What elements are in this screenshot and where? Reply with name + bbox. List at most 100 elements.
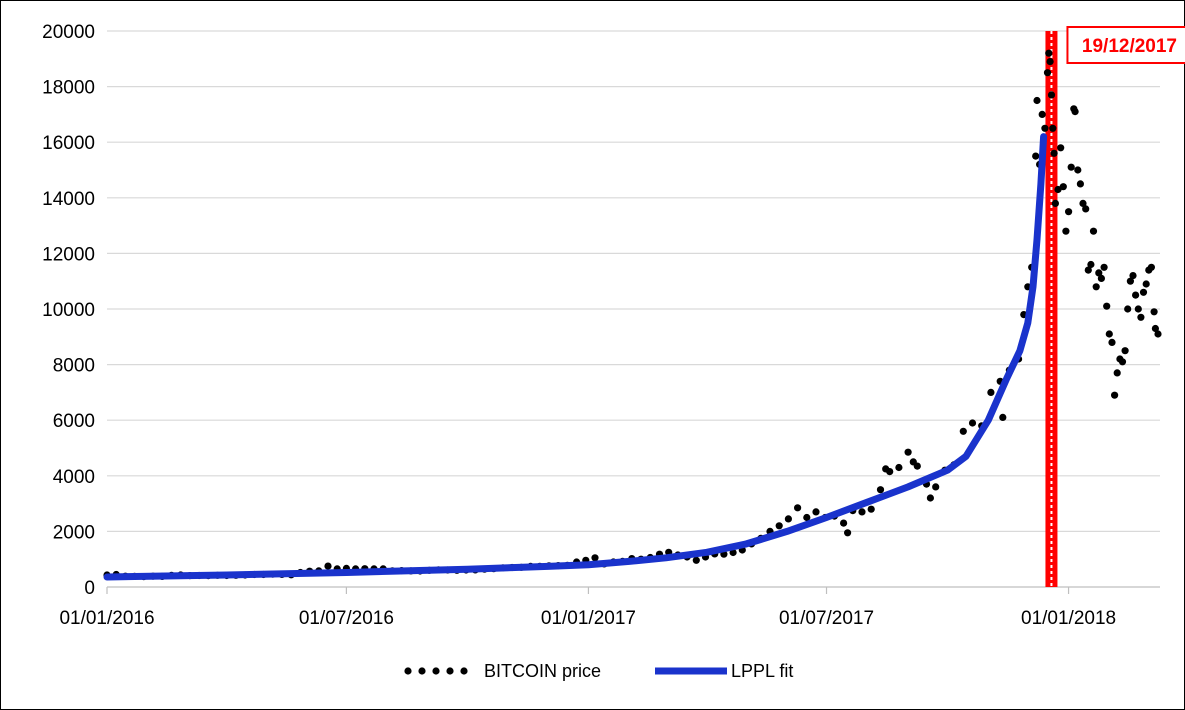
price-point — [1095, 269, 1103, 277]
critical-time-label-box — [1066, 26, 1185, 64]
y-tick-label: 18000 — [42, 78, 95, 99]
price-point — [1121, 347, 1129, 355]
critical-time-annotation: 19/12/2017 — [1045, 26, 1185, 587]
price-point — [895, 463, 903, 472]
legend: BITCOIN price LPPL fit — [404, 661, 793, 681]
price-point — [959, 427, 967, 435]
price-point — [1079, 199, 1087, 207]
price-point — [784, 515, 793, 523]
y-tick-label: 14000 — [42, 189, 95, 210]
y-tick-label: 2000 — [53, 522, 95, 543]
price-point — [1137, 313, 1145, 321]
price-point — [1129, 272, 1137, 280]
price-point — [1142, 280, 1150, 288]
price-point — [932, 483, 940, 491]
price-point — [1059, 183, 1067, 191]
bitcoin-price-series — [103, 49, 1162, 581]
legend-price-marker — [404, 667, 412, 675]
price-point — [1134, 305, 1142, 313]
price-point — [840, 519, 848, 527]
price-point — [1076, 180, 1084, 188]
price-point — [1089, 227, 1098, 235]
critical-time-label: 19/12/2017 — [1082, 36, 1177, 57]
y-tick-label: 6000 — [53, 411, 95, 432]
price-point — [1041, 124, 1049, 132]
price-point — [1097, 274, 1105, 282]
price-point — [1046, 58, 1054, 66]
price-point — [1067, 163, 1075, 171]
legend-price-marker — [432, 667, 440, 675]
price-point — [1033, 96, 1041, 105]
price-point — [692, 556, 700, 564]
price-point — [1126, 277, 1134, 285]
price-point — [1045, 49, 1053, 57]
price-point — [1100, 263, 1108, 271]
price-point — [1154, 330, 1162, 338]
price-point — [1065, 208, 1073, 216]
price-point — [886, 468, 894, 476]
x-tick-label: 01/01/2018 — [1021, 608, 1116, 629]
x-axis-ticks: 01/01/2016 01/07/2016 01/01/2017 01/07/2017… — [59, 587, 1116, 629]
price-point — [1139, 288, 1148, 296]
y-tick-label: 10000 — [42, 300, 95, 321]
x-tick-label: 01/01/2016 — [59, 608, 154, 629]
price-point — [867, 505, 875, 513]
price-point — [1057, 144, 1065, 152]
x-tick-label: 01/07/2016 — [299, 608, 394, 629]
gridlines — [107, 30, 1160, 588]
x-tick-label: 01/07/2017 — [779, 608, 874, 629]
price-point — [1147, 263, 1155, 271]
price-point — [913, 462, 921, 470]
legend-price-marker — [460, 667, 468, 675]
price-point — [987, 388, 995, 396]
price-point — [876, 486, 885, 494]
price-point — [1050, 149, 1058, 157]
price-point — [803, 513, 811, 522]
price-point — [999, 413, 1007, 421]
price-point — [1132, 291, 1140, 299]
price-point — [1103, 302, 1111, 310]
price-point — [1087, 260, 1095, 269]
price-point — [324, 562, 332, 570]
price-point — [858, 508, 866, 516]
price-point — [1111, 391, 1119, 399]
price-point — [794, 504, 802, 512]
legend-fit-label: LPPL fit — [731, 661, 793, 681]
y-tick-label: 0 — [84, 578, 95, 599]
price-point — [1054, 185, 1062, 194]
price-point — [968, 419, 977, 427]
price-point — [1082, 205, 1090, 213]
price-point — [1062, 227, 1070, 235]
price-point — [1108, 338, 1116, 346]
price-point — [1047, 91, 1056, 99]
price-point — [1051, 199, 1059, 207]
price-point — [1113, 369, 1121, 377]
price-point — [729, 548, 737, 557]
y-tick-label: 16000 — [42, 133, 95, 154]
price-point — [1150, 308, 1158, 316]
lppl-fit-line — [103, 133, 1048, 581]
price-point — [1071, 108, 1079, 116]
legend-price-marker — [446, 667, 454, 675]
price-point — [1124, 305, 1132, 313]
price-point — [1074, 166, 1082, 174]
price-point — [812, 508, 820, 516]
price-point — [775, 522, 783, 530]
price-point — [1118, 358, 1127, 366]
y-axis-ticks: 0 2000 4000 6000 8000 10000 12000 14000 16000 180… — [42, 22, 95, 599]
y-tick-label: 8000 — [53, 356, 95, 377]
y-tick-label: 4000 — [53, 467, 95, 488]
price-point — [1084, 266, 1092, 274]
y-tick-label: 20000 — [42, 22, 95, 43]
price-point — [1032, 152, 1040, 160]
price-point — [926, 494, 935, 502]
price-point — [1105, 330, 1113, 338]
price-point — [1038, 110, 1046, 118]
legend-price-marker — [418, 667, 426, 675]
x-tick-label: 01/01/2017 — [541, 608, 636, 629]
y-tick-label: 12000 — [42, 244, 95, 265]
price-point — [844, 529, 852, 537]
price-point — [1092, 283, 1100, 291]
